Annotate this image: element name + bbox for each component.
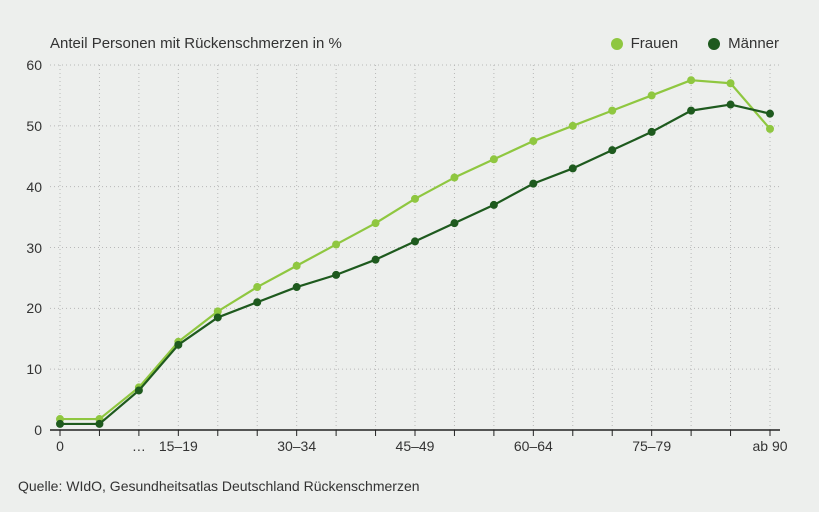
legend-item-maenner: Männer [708, 35, 779, 52]
source-text: Quelle: WIdO, Gesundheitsatlas Deutschla… [18, 478, 420, 494]
ytick-label: 30 [10, 240, 50, 256]
xtick-label: ab 90 [752, 430, 787, 454]
xtick-label: 30–34 [277, 430, 316, 454]
legend-dot-maenner [708, 38, 720, 50]
ytick-label: 10 [10, 361, 50, 377]
ytick-label: 40 [10, 179, 50, 195]
plot-svg [50, 65, 780, 430]
ytick-label: 20 [10, 300, 50, 316]
chart-title: Anteil Personen mit Rückenschmerzen in % [50, 35, 342, 52]
xtick-label: … [132, 430, 146, 454]
xtick-label: 75–79 [632, 430, 671, 454]
legend-label-frauen: Frauen [631, 35, 679, 52]
ytick-label: 50 [10, 118, 50, 134]
xtick-label: 60–64 [514, 430, 553, 454]
plot-area: 01020304050600…15–1930–3445–4960–6475–79… [50, 65, 780, 430]
xtick-label: 0 [56, 430, 64, 454]
ytick-label: 60 [10, 57, 50, 73]
xtick-label: 15–19 [159, 430, 198, 454]
legend-label-maenner: Männer [728, 35, 779, 52]
chart-header: Anteil Personen mit Rückenschmerzen in %… [50, 35, 779, 52]
legend-dot-frauen [611, 38, 623, 50]
ytick-label: 0 [10, 422, 50, 438]
xtick-label: 45–49 [396, 430, 435, 454]
legend-item-frauen: Frauen [611, 35, 679, 52]
legend: Frauen Männer [611, 35, 779, 52]
chart-container: Anteil Personen mit Rückenschmerzen in %… [0, 0, 819, 512]
